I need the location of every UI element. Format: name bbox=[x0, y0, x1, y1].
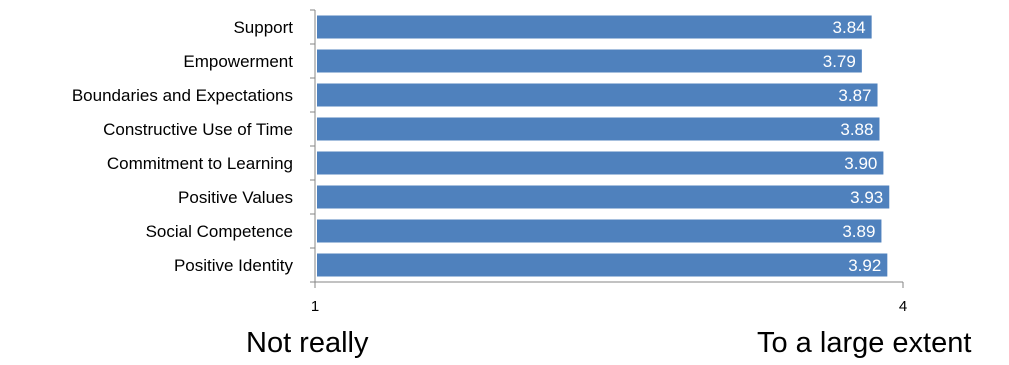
category-label: Positive Values bbox=[178, 188, 293, 207]
category-label: Social Competence bbox=[146, 222, 293, 241]
scale-low-label: Not really bbox=[246, 327, 369, 359]
value-label: 3.90 bbox=[844, 154, 877, 173]
category-label: Positive Identity bbox=[174, 256, 294, 275]
bar bbox=[317, 83, 878, 107]
x-tick-label: 1 bbox=[311, 298, 319, 315]
category-labels-group: Support Empowerment Boundaries and Expecta… bbox=[72, 18, 294, 275]
value-labels-group: 3.84 3.79 3.87 3.88 3.90 3.93 3.89 3.92 bbox=[823, 18, 884, 275]
category-label: Boundaries and Expectations bbox=[72, 86, 293, 105]
category-label: Empowerment bbox=[183, 52, 293, 71]
value-label: 3.92 bbox=[848, 256, 881, 275]
value-label: 3.88 bbox=[840, 120, 873, 139]
category-label: Constructive Use of Time bbox=[103, 120, 293, 139]
value-label: 3.84 bbox=[833, 18, 866, 37]
value-label: 3.93 bbox=[850, 188, 883, 207]
bar bbox=[317, 185, 890, 209]
category-label: Commitment to Learning bbox=[107, 154, 293, 173]
bars-group bbox=[317, 15, 890, 277]
value-label: 3.89 bbox=[842, 222, 875, 241]
bar bbox=[317, 151, 884, 175]
value-label: 3.87 bbox=[838, 86, 871, 105]
bar bbox=[317, 219, 882, 243]
scale-high-label: To a large extent bbox=[757, 327, 972, 359]
bar bbox=[317, 117, 880, 141]
bar bbox=[317, 49, 862, 73]
bar bbox=[317, 253, 888, 277]
x-tick-label: 4 bbox=[899, 298, 907, 315]
bar bbox=[317, 15, 872, 39]
value-label: 3.79 bbox=[823, 52, 856, 71]
category-label: Support bbox=[233, 18, 293, 37]
